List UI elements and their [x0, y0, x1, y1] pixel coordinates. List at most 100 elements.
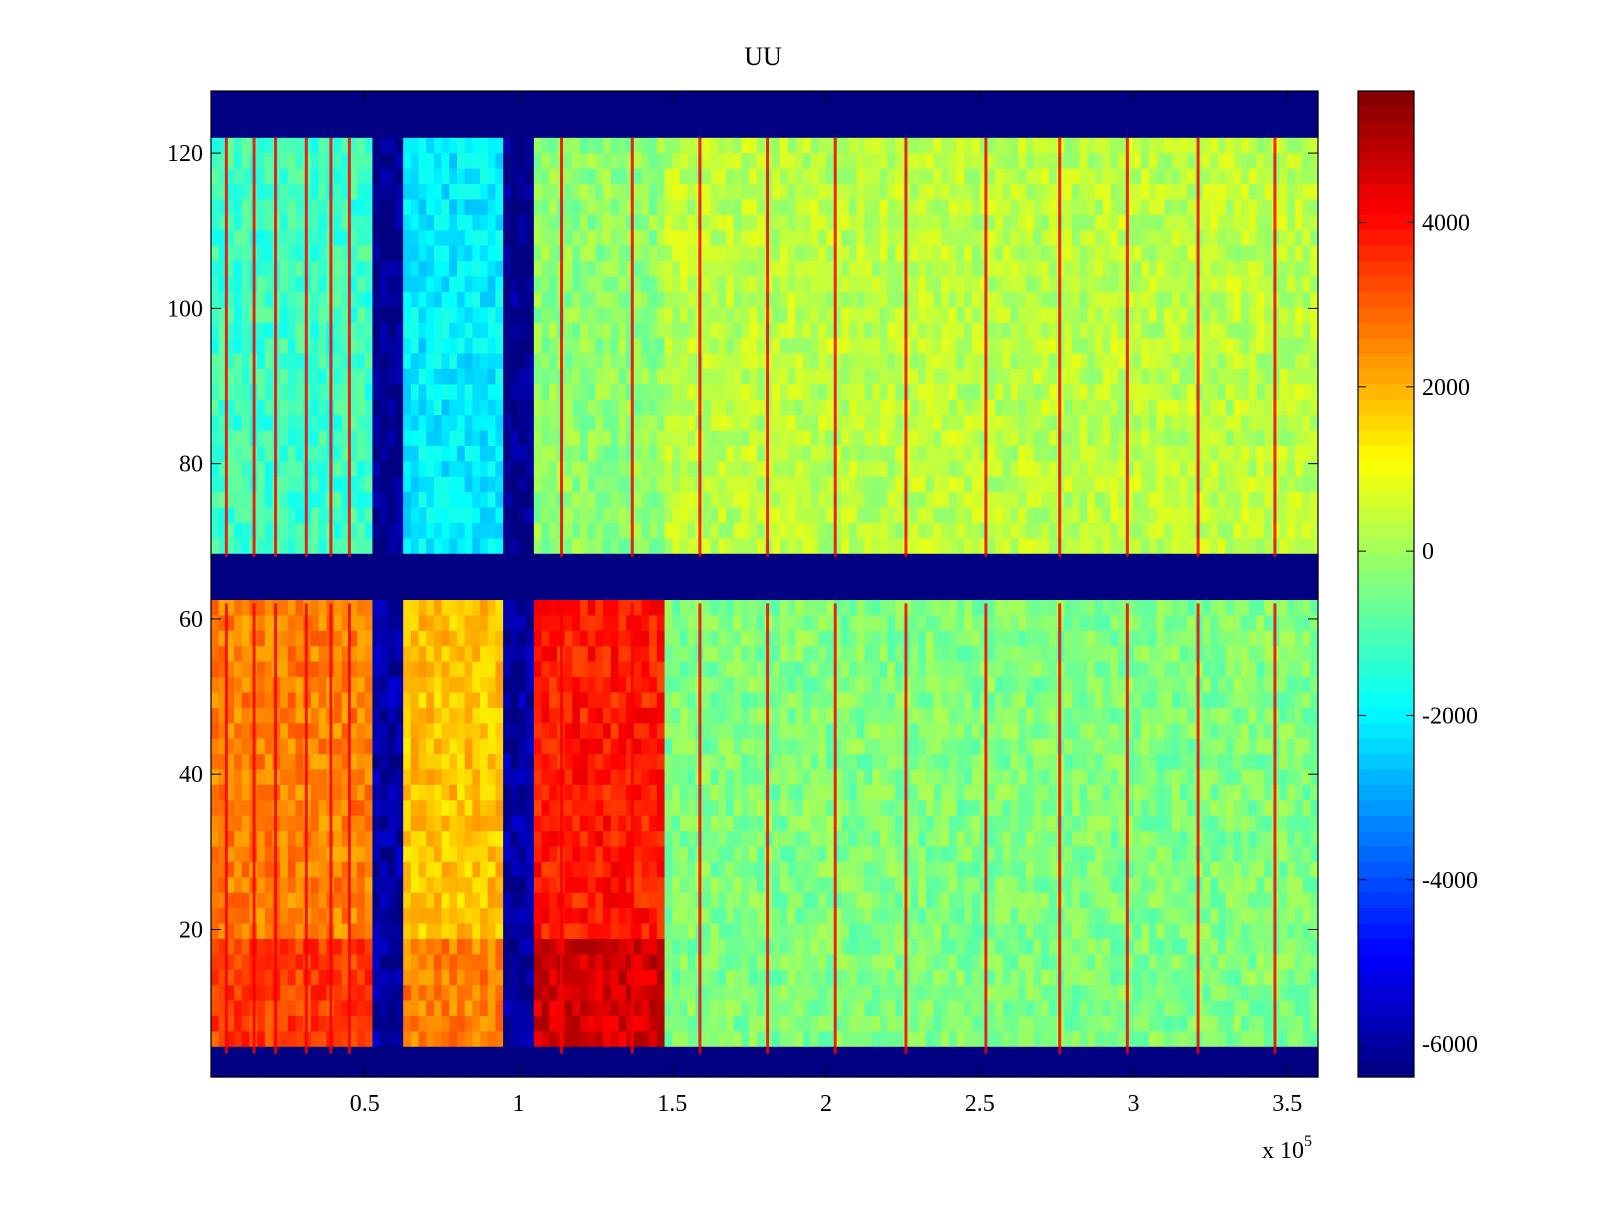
heatmap-cell	[618, 707, 627, 724]
heatmap-cell	[549, 584, 558, 601]
heatmap-cell	[341, 137, 350, 154]
heatmap-cell	[280, 322, 289, 339]
heatmap-cell	[802, 630, 812, 647]
heatmap-cell	[257, 691, 266, 708]
heatmap-cell	[472, 476, 481, 493]
heatmap-cell	[618, 815, 627, 832]
heatmap-cell	[518, 506, 527, 523]
heatmap-cell	[787, 506, 796, 523]
heatmap-cell	[718, 938, 727, 955]
heatmap-cell	[495, 214, 504, 231]
heatmap-cell	[587, 352, 596, 369]
heatmap-cell	[541, 645, 550, 662]
heatmap-cell	[410, 584, 420, 601]
heatmap-cell	[295, 938, 304, 955]
heatmap-cell	[410, 645, 420, 662]
heatmap-cell	[257, 738, 266, 755]
heatmap-cell	[756, 445, 766, 462]
heatmap-cell	[464, 876, 473, 893]
heatmap-cell	[533, 137, 543, 154]
heatmap-cell	[656, 691, 666, 708]
heatmap-cell	[433, 137, 443, 154]
heatmap-cell	[618, 291, 627, 308]
heatmap-cell	[464, 260, 473, 277]
heatmap-cell	[510, 229, 520, 246]
heatmap-cell	[441, 121, 450, 138]
heatmap-cell	[395, 1015, 404, 1032]
heatmap-cell	[618, 460, 627, 477]
heatmap-cell	[287, 1030, 297, 1047]
heatmap-cell	[779, 445, 789, 462]
heatmap-cell	[772, 722, 781, 739]
heatmap-cell	[710, 568, 719, 585]
heatmap-cell	[234, 445, 243, 462]
heatmap-cell	[756, 368, 766, 385]
heatmap-cell	[357, 630, 366, 647]
heatmap-cell	[710, 892, 719, 909]
heatmap-cell	[295, 1046, 304, 1063]
heatmap-cell	[626, 198, 635, 215]
heatmap-cell	[480, 137, 489, 154]
heatmap-cell	[779, 414, 789, 431]
heatmap-cell	[487, 630, 497, 647]
heatmap-cell	[364, 214, 374, 231]
heatmap-cell	[487, 614, 497, 631]
heatmap-cell	[656, 137, 666, 154]
heatmap-cell	[364, 198, 374, 215]
heatmap-cell	[234, 214, 243, 231]
heatmap-cell	[710, 214, 719, 231]
heatmap-cell	[510, 368, 520, 385]
heatmap-cell	[372, 969, 381, 986]
heatmap-cell	[772, 584, 781, 601]
heatmap-cell	[295, 892, 304, 909]
heatmap-cell	[795, 476, 804, 493]
heatmap-cell	[318, 168, 327, 185]
heatmap-cell	[664, 445, 673, 462]
heatmap-cell	[510, 738, 520, 755]
heatmap-cell	[672, 722, 681, 739]
heatmap-cell	[487, 676, 497, 693]
heatmap-cell	[341, 969, 350, 986]
heatmap-cell	[587, 768, 596, 785]
heatmap-cell	[211, 152, 220, 169]
heatmap-cell	[472, 291, 481, 308]
heatmap-cell	[795, 630, 804, 647]
heatmap-cell	[449, 1015, 458, 1032]
heatmap-cell	[257, 876, 266, 893]
heatmap-cell	[211, 907, 220, 924]
heatmap-cell	[749, 229, 758, 246]
heatmap-cell	[756, 1061, 766, 1078]
heatmap-cell	[749, 137, 758, 154]
heatmap-cell	[795, 1015, 804, 1032]
heatmap-cell	[564, 599, 573, 616]
heatmap-cell	[518, 368, 527, 385]
heatmap-cell	[403, 707, 412, 724]
heatmap-cell	[656, 599, 666, 616]
heatmap-cell	[380, 522, 389, 539]
heatmap-cell	[403, 599, 412, 616]
heatmap-cell	[295, 784, 304, 801]
heatmap-cell	[533, 275, 543, 292]
heatmap-cell	[772, 938, 781, 955]
heatmap-cell	[595, 506, 604, 523]
heatmap-cell	[280, 691, 289, 708]
heatmap-cell	[418, 522, 427, 539]
heatmap-cell	[495, 1046, 504, 1063]
heatmap-cell	[533, 152, 543, 169]
heatmap-cell	[610, 614, 620, 631]
heatmap-cell	[795, 922, 804, 939]
heatmap-cell	[487, 275, 497, 292]
heatmap-cell	[518, 522, 527, 539]
heatmap-cell	[518, 414, 527, 431]
heatmap-cell	[541, 106, 550, 123]
heatmap-cell	[357, 892, 366, 909]
heatmap-cell	[218, 506, 227, 523]
heatmap-cell	[641, 522, 650, 539]
heatmap-cell	[226, 352, 235, 369]
heatmap-cell	[664, 553, 673, 570]
heatmap-cell	[364, 768, 374, 785]
heatmap-cell	[387, 969, 397, 986]
heatmap-cell	[618, 799, 627, 816]
heatmap-cell	[656, 1046, 666, 1063]
heatmap-cell	[618, 260, 627, 277]
